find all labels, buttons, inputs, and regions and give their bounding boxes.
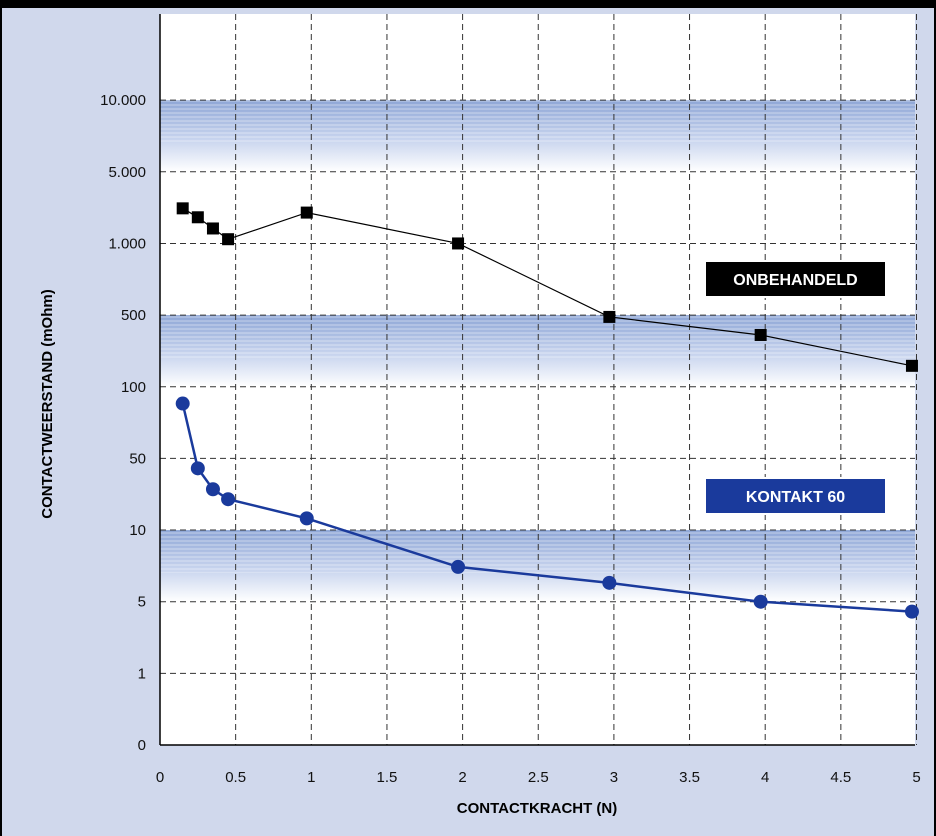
plot-background-bands	[160, 14, 915, 745]
x-tick-label: 4	[761, 769, 769, 786]
grid-lines	[160, 14, 917, 745]
y-tick-label: 1	[138, 665, 146, 682]
background-band-stripes	[160, 315, 915, 359]
y-axis-label: CONTACTWEERSTAND (mOhm)	[39, 289, 56, 518]
x-tick-label: 3.5	[679, 769, 700, 786]
y-tick-label: 500	[121, 307, 146, 324]
label-box-kontakt-60	[706, 479, 885, 513]
y-tick-labels: 0 1 5 10 50 100 500 1.000 5.000 10.000	[100, 92, 146, 754]
x-tick-labels: 0 0.5 1 1.5 2 2.5 3 3.5 4 4.5 5	[156, 769, 921, 786]
data-point	[603, 310, 616, 323]
series-onbehandeld	[176, 202, 918, 372]
label-text-onbehandeld: ONBEHANDELD	[733, 272, 857, 289]
x-axis-label: CONTACTKRACHT (N)	[457, 800, 618, 817]
data-point	[176, 202, 189, 215]
label-text-kontakt-60: KONTAKT 60	[746, 489, 845, 506]
data-point	[191, 211, 204, 224]
x-tick-label: 3	[610, 769, 618, 786]
y-tick-label: 5	[138, 594, 146, 611]
data-point	[221, 492, 236, 507]
label-box-onbehandeld	[706, 262, 885, 296]
x-tick-label: 2.5	[528, 769, 549, 786]
y-tick-label: 100	[121, 379, 146, 396]
data-point	[904, 604, 919, 619]
y-tick-label: 10.000	[100, 92, 146, 109]
y-tick-label: 1.000	[108, 235, 146, 252]
x-tick-label: 0.5	[225, 769, 246, 786]
right-border	[934, 0, 936, 836]
data-point	[452, 237, 465, 250]
x-tick-label: 4.5	[830, 769, 851, 786]
data-point	[175, 396, 190, 411]
data-point	[753, 594, 768, 609]
background-band-stripes	[160, 100, 915, 144]
data-point	[754, 328, 767, 341]
axes	[159, 14, 915, 746]
data-point	[905, 359, 918, 372]
y-tick-label: 50	[129, 450, 146, 467]
data-point	[300, 206, 313, 219]
data-point	[299, 511, 314, 526]
series-kontakt-60	[175, 396, 919, 619]
data-series	[175, 202, 919, 619]
left-border	[0, 0, 2, 836]
y-tick-label: 5.000	[108, 164, 146, 181]
data-point	[451, 559, 466, 574]
x-tick-label: 1	[307, 769, 315, 786]
y-tick-label: 0	[138, 737, 146, 754]
x-tick-label: 0	[156, 769, 164, 786]
y-tick-label: 10	[129, 522, 146, 539]
background-band-stripes	[160, 530, 915, 574]
x-tick-label: 2	[458, 769, 466, 786]
data-point	[190, 461, 205, 476]
x-tick-label: 1.5	[377, 769, 398, 786]
series-labels: ONBEHANDELD KONTAKT 60	[704, 260, 887, 515]
data-point	[222, 233, 235, 246]
data-point	[602, 575, 617, 590]
data-point	[205, 482, 220, 497]
x-tick-label: 5	[912, 769, 920, 786]
top-border	[0, 0, 936, 8]
data-point	[206, 222, 219, 235]
